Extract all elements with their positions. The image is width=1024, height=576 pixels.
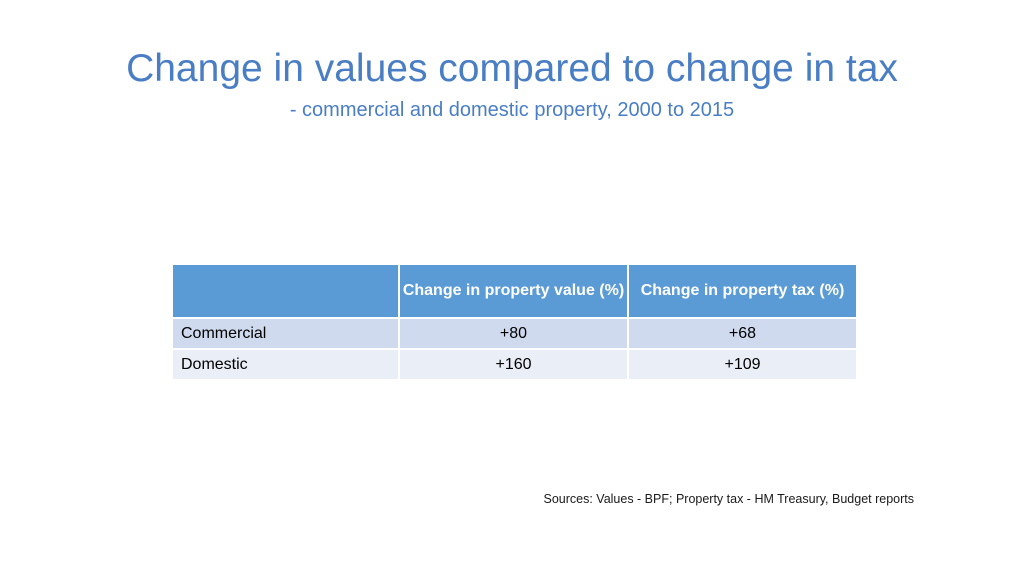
slide-subtitle: - commercial and domestic property, 2000…	[289, 99, 735, 121]
row-label: Domestic	[173, 350, 400, 381]
table-header-value-change: Change in property value (%)	[400, 265, 629, 319]
table-row: Domestic +160 +109	[173, 350, 856, 381]
table-header-corner	[173, 265, 400, 319]
value-change-cell: +160	[400, 350, 629, 381]
table-header-row: Change in property value (%) Change in p…	[173, 265, 856, 319]
sources-note: Sources: Values - BPF; Property tax - HM…	[543, 492, 914, 506]
value-change-cell: +80	[400, 319, 629, 350]
tax-change-cell: +109	[629, 350, 856, 381]
tax-change-cell: +68	[629, 319, 856, 350]
comparison-table: Change in property value (%) Change in p…	[173, 265, 856, 381]
slide-title: Change in values compared to change in t…	[126, 47, 898, 90]
table-row: Commercial +80 +68	[173, 319, 856, 350]
row-label: Commercial	[173, 319, 400, 350]
table-header-tax-change: Change in property tax (%)	[629, 265, 856, 319]
